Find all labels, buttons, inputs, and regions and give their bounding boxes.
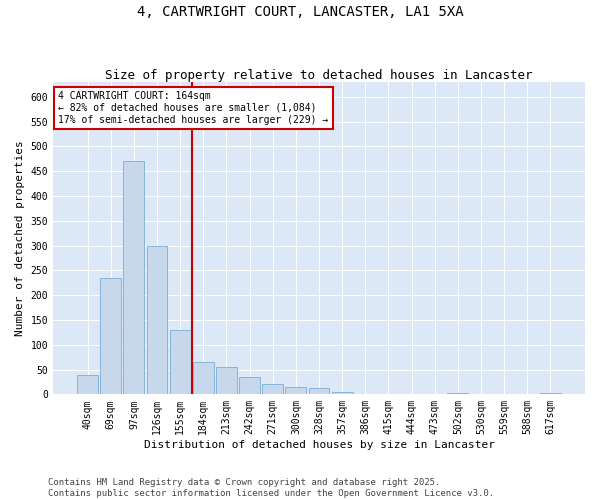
Bar	[77, 374, 98, 394]
Bar	[448, 393, 468, 394]
Bar	[146, 246, 167, 394]
Bar	[124, 162, 145, 394]
Bar	[308, 388, 329, 394]
Bar	[239, 377, 260, 394]
X-axis label: Distribution of detached houses by size in Lancaster: Distribution of detached houses by size …	[143, 440, 494, 450]
Text: 4, CARTWRIGHT COURT, LANCASTER, LA1 5XA: 4, CARTWRIGHT COURT, LANCASTER, LA1 5XA	[137, 5, 463, 19]
Title: Size of property relative to detached houses in Lancaster: Size of property relative to detached ho…	[105, 69, 533, 82]
Text: 4 CARTWRIGHT COURT: 164sqm
← 82% of detached houses are smaller (1,084)
17% of s: 4 CARTWRIGHT COURT: 164sqm ← 82% of deta…	[58, 92, 329, 124]
Bar	[100, 278, 121, 394]
Bar	[193, 362, 214, 394]
Bar	[332, 392, 353, 394]
Bar	[286, 387, 306, 394]
Bar	[216, 367, 237, 394]
Bar	[170, 330, 191, 394]
Bar	[262, 384, 283, 394]
Y-axis label: Number of detached properties: Number of detached properties	[15, 140, 25, 336]
Text: Contains HM Land Registry data © Crown copyright and database right 2025.
Contai: Contains HM Land Registry data © Crown c…	[48, 478, 494, 498]
